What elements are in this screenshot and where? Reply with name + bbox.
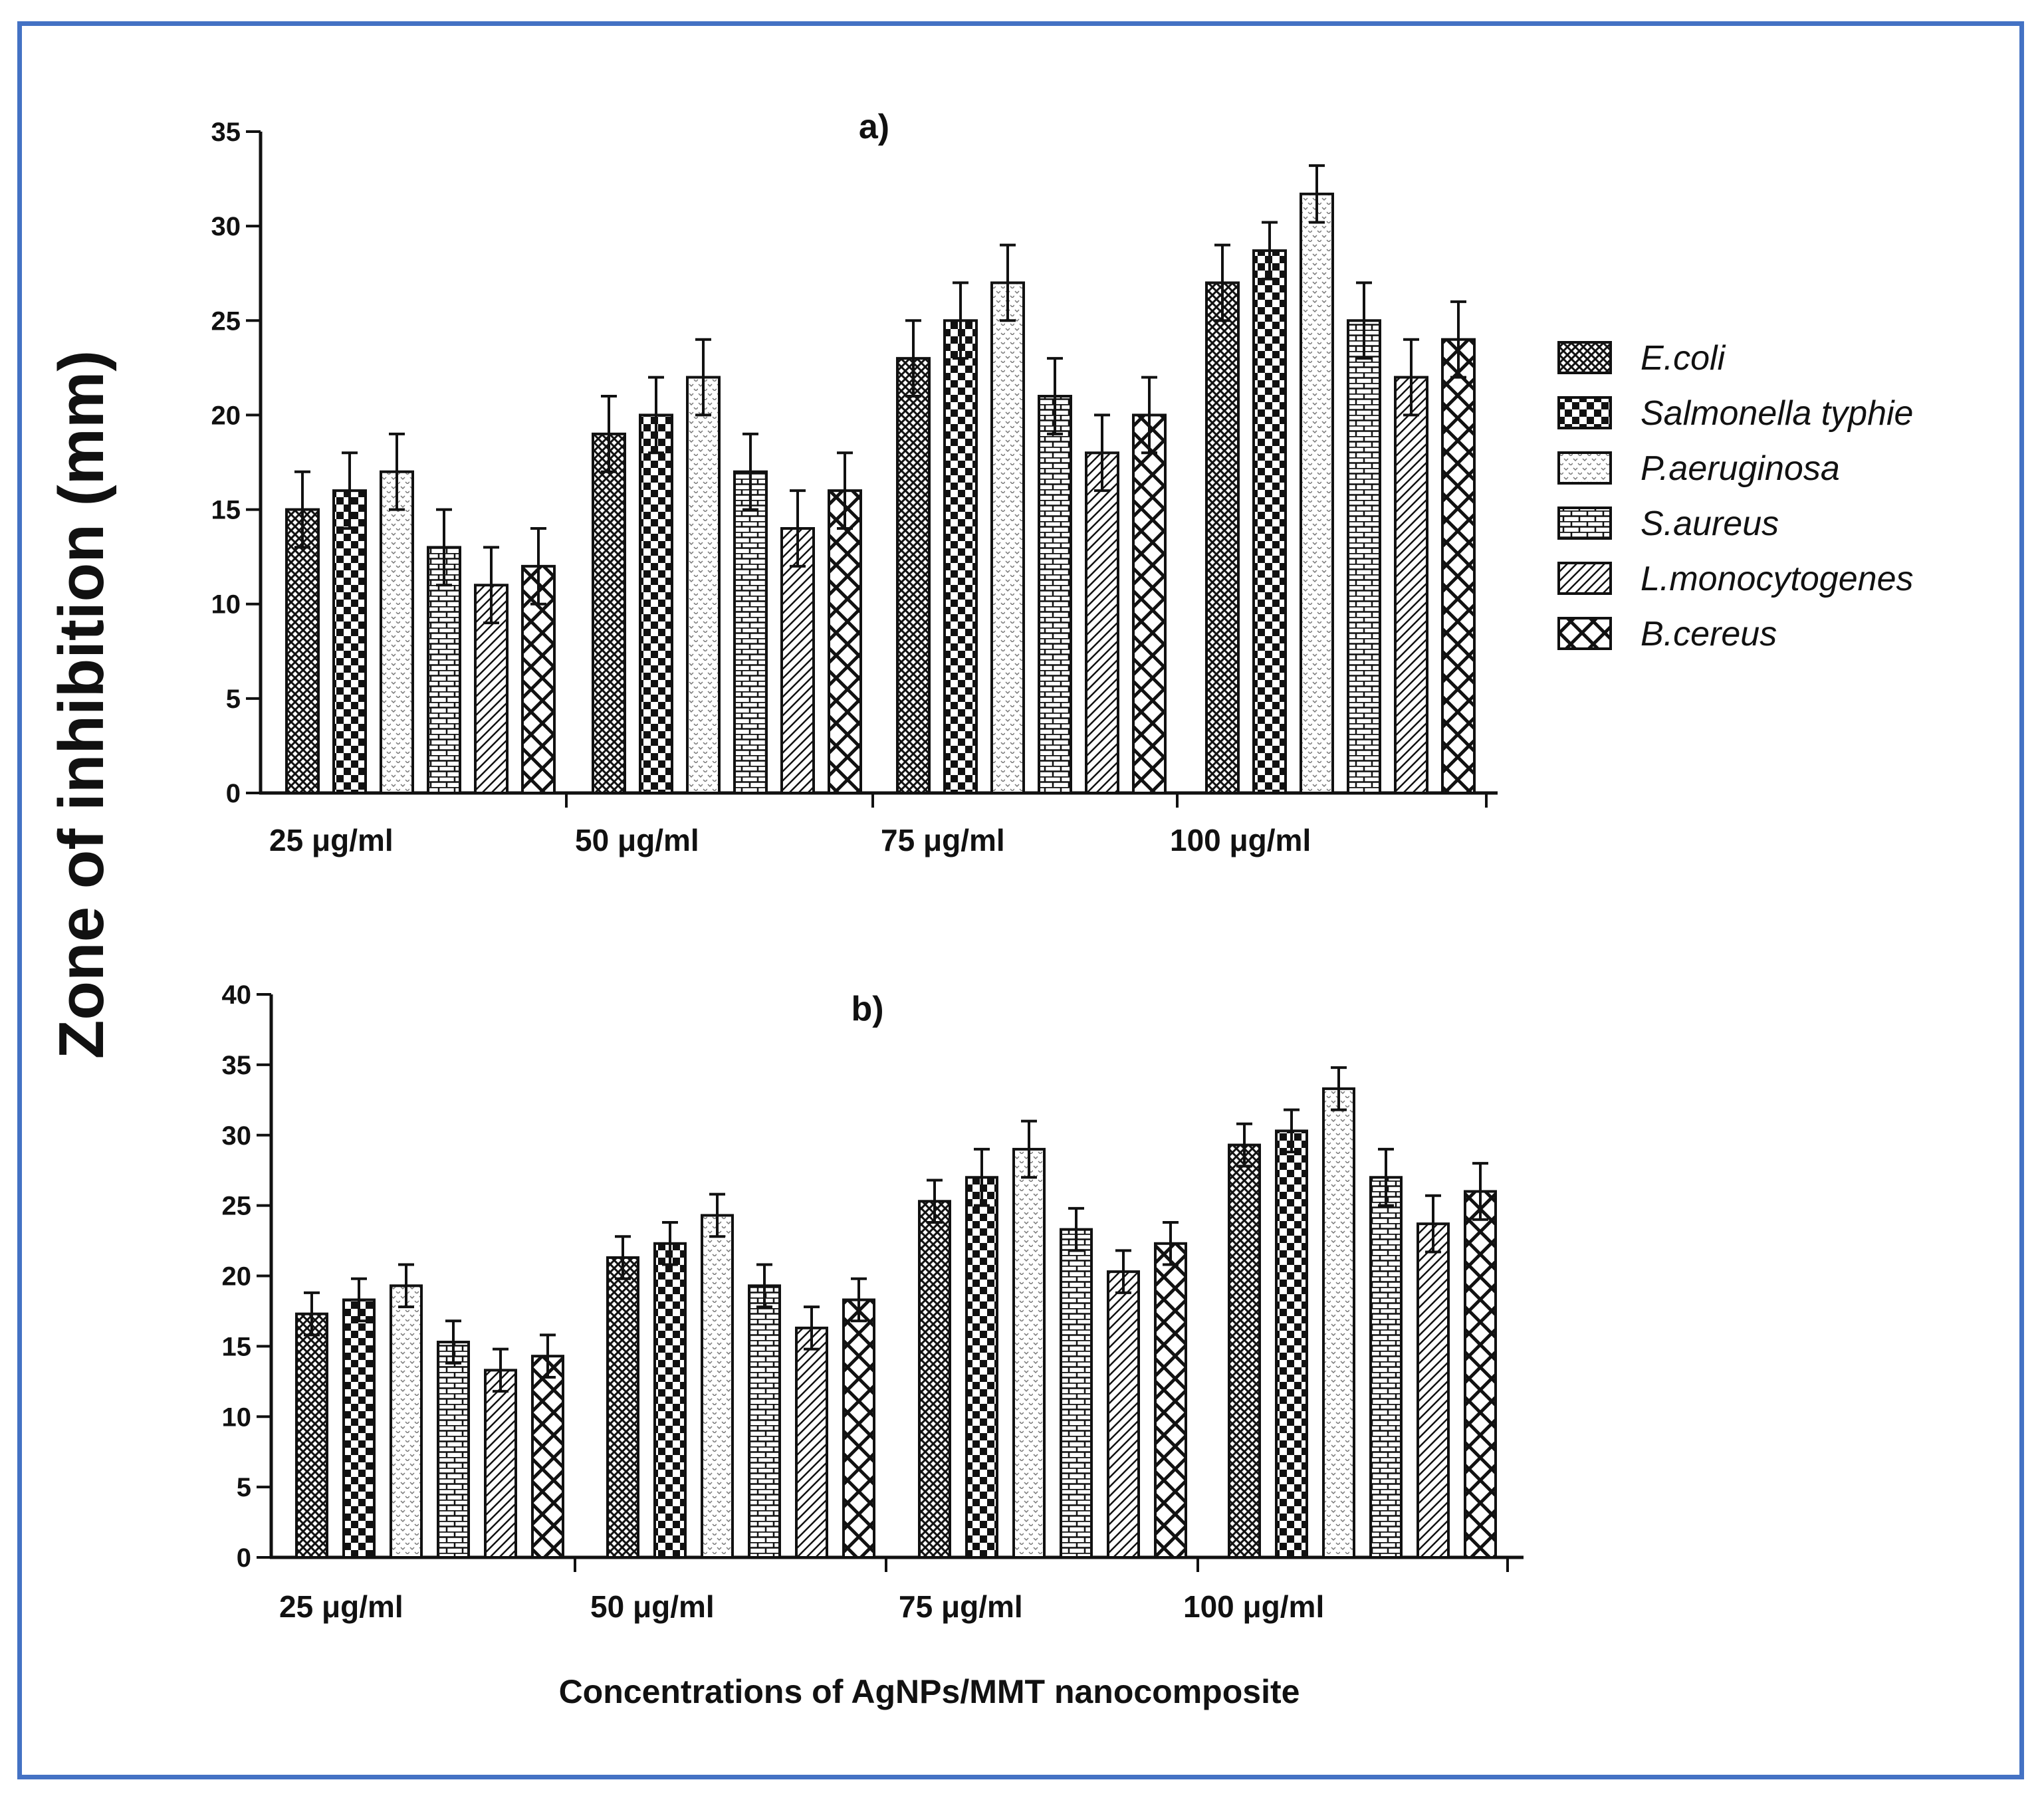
panel-b-y-tick-label: 25 bbox=[222, 1192, 252, 1221]
y-axis-label: Zone of inhibition (mm) bbox=[46, 350, 117, 1059]
panel-a-bar bbox=[896, 357, 931, 794]
panel-b-bar bbox=[295, 1312, 328, 1559]
panel-a-y-tick-label: 10 bbox=[211, 590, 241, 619]
panel-b-category-label: 25 μg/ml bbox=[279, 1589, 403, 1624]
panel-a-bar bbox=[592, 432, 626, 794]
panel-b-bar bbox=[531, 1355, 564, 1559]
panel-a-category-label: 75 μg/ml bbox=[881, 823, 1005, 857]
panel-b-category-labels: 25 μg/ml 50 μg/ml 75 μg/ml 100 μg/ml bbox=[279, 1589, 1324, 1624]
panel-a-bar bbox=[780, 527, 815, 794]
panel-a-bar bbox=[1085, 451, 1119, 794]
panel-b-bar bbox=[1154, 1242, 1187, 1559]
panel-a-bar bbox=[1300, 192, 1334, 795]
panel-a-bar bbox=[332, 489, 367, 795]
panel-a-category-label: 25 μg/ml bbox=[269, 823, 394, 857]
legend-swatch-e-coli bbox=[1557, 341, 1612, 374]
panel-a-bar bbox=[1347, 319, 1381, 794]
panel-b-bar bbox=[701, 1214, 734, 1559]
panel-a-bar bbox=[1205, 281, 1240, 794]
panel-a-bar bbox=[733, 470, 768, 794]
panel-b-bar bbox=[1275, 1129, 1308, 1559]
panel-a-category-label: 50 μg/ml bbox=[575, 823, 699, 857]
legend-swatch-salmonella bbox=[1557, 396, 1612, 429]
panel-a-category-label: 100 μg/ml bbox=[1170, 823, 1311, 857]
panel-b-bar bbox=[918, 1200, 951, 1559]
legend-label: Salmonella typhie bbox=[1641, 394, 1913, 433]
panel-b-bar bbox=[437, 1341, 470, 1559]
panel-a-bar bbox=[380, 470, 414, 794]
panel-b-bar bbox=[1464, 1190, 1497, 1559]
panel-a-y-tick-label: 15 bbox=[211, 496, 241, 525]
legend-label: L.monocytogenes bbox=[1641, 560, 1914, 598]
panel-b-bar bbox=[606, 1256, 639, 1559]
panel-b-bar bbox=[1107, 1270, 1140, 1559]
panel-b-bar bbox=[484, 1369, 517, 1559]
panel-a-bar bbox=[1441, 338, 1476, 794]
legend-label: S.aureus bbox=[1641, 505, 1779, 543]
panel-b-bar bbox=[1012, 1147, 1046, 1559]
panel-a-title: a) bbox=[859, 108, 889, 146]
panel-b-title: b) bbox=[851, 990, 883, 1028]
panel-b-y-tick-label: 30 bbox=[222, 1121, 252, 1151]
panel-a-bar bbox=[686, 376, 721, 794]
legend-label: B.cereus bbox=[1641, 615, 1777, 653]
x-axis-label: Concentrations of AgNPs/MMT nanocomposit… bbox=[559, 1673, 1300, 1710]
panel-b-bar bbox=[842, 1298, 875, 1559]
legend-swatch-b-cereus bbox=[1557, 617, 1612, 650]
panel-a-bar bbox=[1038, 395, 1072, 794]
panel-b-y-tick-label: 5 bbox=[237, 1473, 251, 1502]
panel-a-y-tick-label: 35 bbox=[211, 118, 241, 147]
panel-b-category-label: 50 μg/ml bbox=[590, 1589, 715, 1624]
panel-b-bar bbox=[1322, 1087, 1355, 1559]
panel-b-category-label: 100 μg/ml bbox=[1183, 1589, 1324, 1624]
panel-b-bar bbox=[342, 1298, 376, 1559]
legend-swatch-l-monocytogenes bbox=[1557, 562, 1612, 595]
panel-a-bar bbox=[1394, 376, 1428, 794]
panel-a-bar bbox=[1252, 249, 1287, 795]
legend-label: E.coli bbox=[1641, 339, 1726, 378]
panel-a-bar bbox=[943, 319, 978, 794]
panel-a-bar bbox=[285, 508, 320, 794]
panel-a-y-tick-label: 25 bbox=[211, 306, 241, 336]
panel-a-category-labels: 25 μg/ml 50 μg/ml 75 μg/ml 100 μg/ml bbox=[269, 823, 1311, 857]
legend-label: P.aeruginosa bbox=[1641, 449, 1840, 488]
panel-b-y-tick-label: 15 bbox=[222, 1332, 252, 1361]
panel-b-y-tick-label: 20 bbox=[222, 1262, 252, 1292]
legend: E.coli Salmonella typhie P.aeruginosa S.… bbox=[1557, 339, 1914, 653]
panel-b-y-tick-label: 10 bbox=[222, 1403, 252, 1432]
panel-a-y-tick-label: 5 bbox=[226, 685, 241, 714]
panel-b-bar bbox=[1417, 1222, 1450, 1559]
panel-b-bar bbox=[795, 1326, 828, 1559]
legend-swatch-p-aeruginosa bbox=[1557, 451, 1612, 485]
panel-b-bar bbox=[1228, 1143, 1261, 1559]
legend-swatch-s-aureus bbox=[1557, 507, 1612, 540]
panel-b-bar bbox=[748, 1284, 781, 1559]
panel-b-y-tick-label: 0 bbox=[237, 1543, 251, 1573]
panel-b-bar bbox=[1060, 1228, 1093, 1559]
panel-a-y-tick-label: 0 bbox=[226, 779, 241, 808]
panel-a-bar bbox=[639, 413, 673, 794]
panel-b-bar bbox=[1369, 1176, 1403, 1559]
panel-a-bar bbox=[427, 546, 461, 795]
panel-a-y-tick-label: 20 bbox=[211, 401, 241, 430]
panel-b-bar bbox=[390, 1284, 423, 1559]
panel-b-bar bbox=[653, 1242, 687, 1559]
panel-b-category-label: 75 μg/ml bbox=[899, 1589, 1023, 1624]
panel-b-bar bbox=[965, 1176, 998, 1559]
panel-b-y-tick-label: 40 bbox=[222, 980, 252, 1010]
panel-a-bar bbox=[1132, 413, 1167, 794]
panel-a-y-tick-label: 30 bbox=[211, 212, 241, 241]
panel-a-bar bbox=[990, 281, 1025, 794]
panel-a-bar bbox=[828, 489, 862, 795]
panel-b-y-tick-label: 35 bbox=[222, 1051, 252, 1080]
